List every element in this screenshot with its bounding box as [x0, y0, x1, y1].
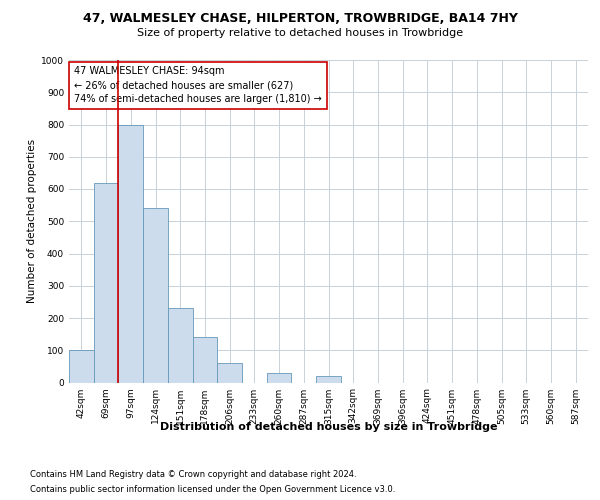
- Text: 47, WALMESLEY CHASE, HILPERTON, TROWBRIDGE, BA14 7HY: 47, WALMESLEY CHASE, HILPERTON, TROWBRID…: [83, 12, 517, 26]
- Text: Contains public sector information licensed under the Open Government Licence v3: Contains public sector information licen…: [30, 485, 395, 494]
- Text: 47 WALMESLEY CHASE: 94sqm
← 26% of detached houses are smaller (627)
74% of semi: 47 WALMESLEY CHASE: 94sqm ← 26% of detac…: [74, 66, 322, 104]
- Bar: [118, 124, 143, 382]
- Bar: [193, 338, 217, 382]
- Bar: [217, 363, 242, 382]
- Y-axis label: Number of detached properties: Number of detached properties: [27, 139, 37, 304]
- Text: Size of property relative to detached houses in Trowbridge: Size of property relative to detached ho…: [137, 28, 463, 38]
- Bar: [168, 308, 193, 382]
- Bar: [267, 373, 292, 382]
- Bar: [316, 376, 341, 382]
- Text: Contains HM Land Registry data © Crown copyright and database right 2024.: Contains HM Land Registry data © Crown c…: [30, 470, 356, 479]
- Bar: [143, 208, 168, 382]
- Bar: [94, 182, 118, 382]
- Text: Distribution of detached houses by size in Trowbridge: Distribution of detached houses by size …: [160, 422, 497, 432]
- Bar: [69, 350, 94, 382]
